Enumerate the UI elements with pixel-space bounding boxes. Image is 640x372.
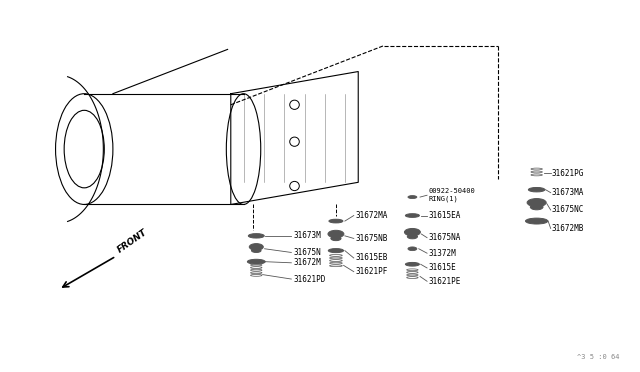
- Text: 31672MB: 31672MB: [552, 224, 584, 233]
- Ellipse shape: [328, 248, 344, 253]
- Text: 31673M: 31673M: [293, 231, 321, 240]
- Text: ^3 5 :0 64: ^3 5 :0 64: [577, 353, 620, 359]
- Ellipse shape: [252, 249, 261, 253]
- Text: 31621PG: 31621PG: [552, 169, 584, 177]
- Text: 31615E: 31615E: [429, 263, 457, 272]
- Text: 00922-50400
RING(1): 00922-50400 RING(1): [429, 189, 476, 202]
- Text: 31673MA: 31673MA: [552, 188, 584, 197]
- Text: 31615EA: 31615EA: [429, 211, 461, 220]
- Text: 31621PD: 31621PD: [293, 275, 326, 283]
- Text: 31615EB: 31615EB: [356, 253, 388, 263]
- Ellipse shape: [331, 236, 341, 241]
- Ellipse shape: [404, 228, 420, 236]
- Text: 31372M: 31372M: [429, 249, 457, 258]
- Text: 31672MA: 31672MA: [356, 211, 388, 220]
- Ellipse shape: [405, 214, 419, 217]
- Ellipse shape: [408, 247, 417, 251]
- Ellipse shape: [252, 260, 260, 263]
- Text: FRONT: FRONT: [116, 227, 149, 254]
- Text: 31675NB: 31675NB: [356, 234, 388, 243]
- Text: 31675NA: 31675NA: [429, 233, 461, 242]
- Ellipse shape: [328, 230, 344, 238]
- Ellipse shape: [529, 187, 545, 192]
- Ellipse shape: [247, 259, 265, 264]
- Text: 31621PF: 31621PF: [356, 267, 388, 276]
- Ellipse shape: [248, 234, 264, 238]
- Ellipse shape: [405, 262, 419, 266]
- Text: 31672M: 31672M: [293, 258, 321, 267]
- Ellipse shape: [531, 204, 543, 210]
- Ellipse shape: [329, 219, 343, 223]
- Ellipse shape: [527, 199, 546, 207]
- Ellipse shape: [249, 244, 263, 250]
- Text: 31621PE: 31621PE: [429, 277, 461, 286]
- Ellipse shape: [525, 218, 548, 224]
- Ellipse shape: [408, 196, 417, 199]
- Text: 31675NC: 31675NC: [552, 205, 584, 215]
- Ellipse shape: [407, 234, 417, 239]
- Text: 31675N: 31675N: [293, 248, 321, 257]
